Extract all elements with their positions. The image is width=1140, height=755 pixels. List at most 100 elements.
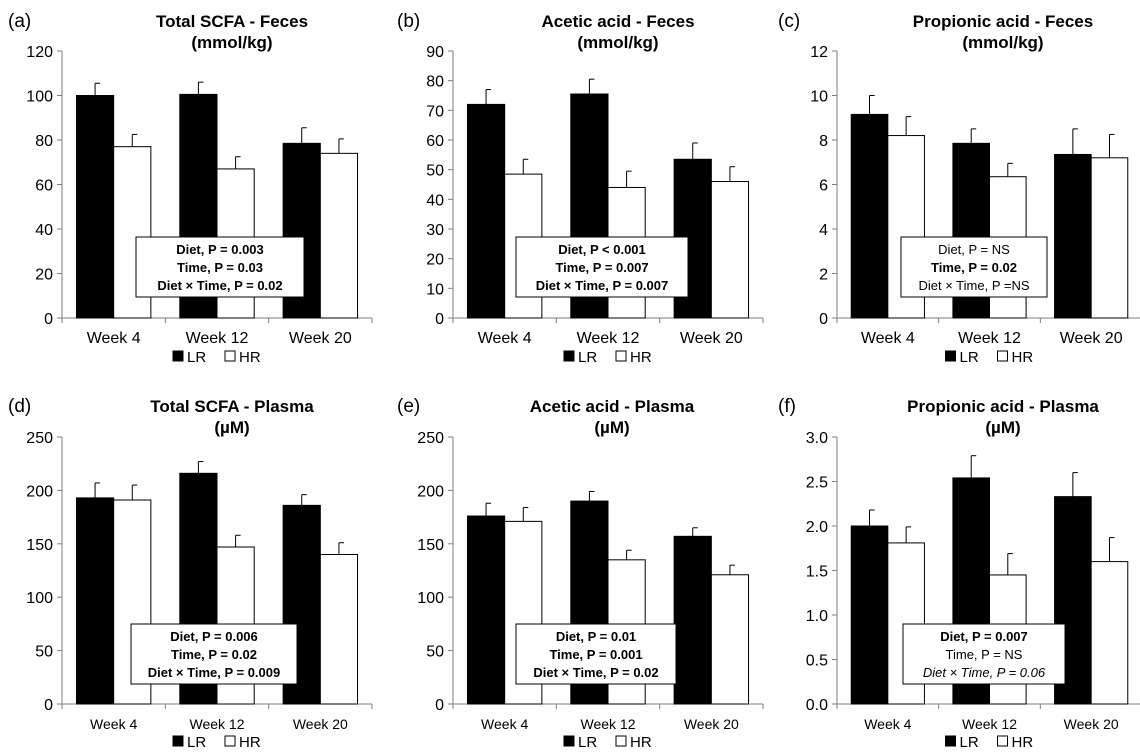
stats-box [515,236,689,298]
chart-panel-a: (a) Total SCFA - Feces (mmol/kg) 0 20 40 60 80 1… [8,11,373,366]
x-tick-label: Week 12 [581,716,636,732]
stats-box [135,236,305,298]
legend-swatch-hr [615,350,627,362]
legend-swatch-lr [563,350,575,362]
legend-swatch-lr [945,350,956,362]
stats-line: Diet × Time, P = 0.02 [157,278,282,293]
bar-lr-2 [673,535,712,705]
legend-swatch-lr [563,735,575,747]
legend-swatch-hr [997,350,1008,362]
stats-line: Time, P = 0.02 [931,260,1017,275]
legend-label-hr: HR [1012,349,1034,366]
bar-lr-2 [1054,496,1092,705]
y-tick-label: 10 [426,281,444,298]
y-tick-label: 120 [26,44,53,61]
y-tick-label: 80 [35,133,53,150]
y-tick-label: 250 [26,430,53,447]
stats-line: Diet, P = NS [938,242,1010,257]
y-tick-label: 1.0 [806,608,828,625]
y-tick-label: 90 [426,44,444,61]
y-tick-label: 50 [35,644,53,661]
x-tick-label: Week 12 [577,330,640,347]
chart-subtitle: (µM) [594,418,629,437]
stats-line: Diet × Time, P = 0.009 [148,665,281,680]
legend-label-hr: HR [239,734,261,751]
legend-swatch-hr [224,350,236,362]
panel-label: (a) [8,11,31,32]
chart-title: Total SCFA - Plasma [150,397,314,416]
stats-line: Time, P = 0.001 [549,647,642,662]
legend-label-hr: HR [239,349,261,366]
y-tick-label: 200 [26,483,53,500]
y-tick-label: 1.5 [806,564,828,581]
stats-box [900,236,1048,298]
y-tick-label: 12 [810,44,828,61]
x-tick-label: Week 4 [87,330,141,347]
legend-label-lr: LR [960,734,979,751]
chart-panel-f: (f) Propionic acid - Plasma (µM) 0.0 0.5 1.0 1… [778,396,1140,751]
x-tick-label: Week 12 [186,330,249,347]
chart-title: Acetic acid - Plasma [530,397,695,416]
chart-panel-d: (d) Total SCFA - Plasma (µM) 0 50 100 150 200 25… [8,396,373,751]
y-tick-label: 20 [35,267,53,284]
legend-swatch-lr [172,735,184,747]
x-tick-label: Week 20 [289,330,352,347]
stats-line: Diet, P < 0.001 [558,242,646,257]
legend-label-lr: LR [578,734,597,751]
stats-line: Diet, P = 0.003 [176,242,264,257]
bar-lr-0 [466,103,506,319]
x-tick-label: Week 20 [1060,330,1123,347]
y-tick-label: 60 [35,178,53,195]
y-tick-label: 100 [417,590,444,607]
y-tick-label: 8 [819,133,828,150]
bar-lr-2 [1054,153,1092,319]
stats-line: Time, P = 0.007 [555,260,648,275]
bar-hr-2 [710,181,750,319]
y-tick-label: 50 [426,163,444,180]
y-tick-label: 0 [44,311,53,328]
y-tick-label: 10 [810,89,828,106]
legend-swatch-hr [997,735,1008,747]
y-tick-label: 100 [26,89,53,106]
x-tick-label: Week 4 [90,716,137,732]
bar-lr-0 [850,113,889,319]
stats-line: Diet × Time, P =NS [918,278,1029,293]
legend-label-lr: LR [187,734,206,751]
y-tick-label: 2.5 [806,475,828,492]
y-tick-label: 30 [426,222,444,239]
bar-hr-2 [710,574,750,705]
y-tick-label: 0.0 [806,697,828,714]
panel-label: (d) [8,396,31,417]
legend-label-lr: LR [578,349,597,366]
y-tick-label: 0 [435,697,444,714]
y-tick-label: 4 [819,222,828,239]
panel-label: (f) [778,396,796,417]
y-tick-label: 50 [426,644,444,661]
chart-subtitle: (mmol/kg) [191,33,272,52]
legend-label-lr: LR [960,349,979,366]
legend-label-hr: HR [630,349,652,366]
legend-label-hr: HR [1012,734,1034,751]
chart-subtitle: (mmol/kg) [577,33,658,52]
bar-hr-2 [1090,561,1129,705]
y-tick-label: 6 [819,178,828,195]
x-tick-label: Week 20 [293,716,348,732]
y-tick-label: 250 [417,430,444,447]
y-tick-label: 0 [819,311,828,328]
chart-panel-c: (c) Propionic acid - Feces (mmol/kg) 0 2 4 6 8 1… [778,11,1140,366]
stats-line: Time, P = 0.03 [177,260,263,275]
legend-label-hr: HR [630,734,652,751]
y-tick-label: 2 [819,267,828,284]
y-tick-label: 40 [35,222,53,239]
y-tick-label: 3.0 [806,430,828,447]
x-tick-label: Week 4 [478,330,532,347]
x-tick-label: Week 20 [680,330,743,347]
stats-line: Diet × Time, P = 0.007 [536,278,669,293]
panel-label: (e) [397,396,420,417]
x-tick-label: Week 12 [190,716,245,732]
bar-lr-0 [850,525,889,705]
panel-label: (b) [397,11,420,32]
chart-panel-b: (b) Acetic acid - Feces (mmol/kg) 0 10 20 30 40… [397,11,764,366]
chart-title: Acetic acid - Feces [541,12,694,31]
